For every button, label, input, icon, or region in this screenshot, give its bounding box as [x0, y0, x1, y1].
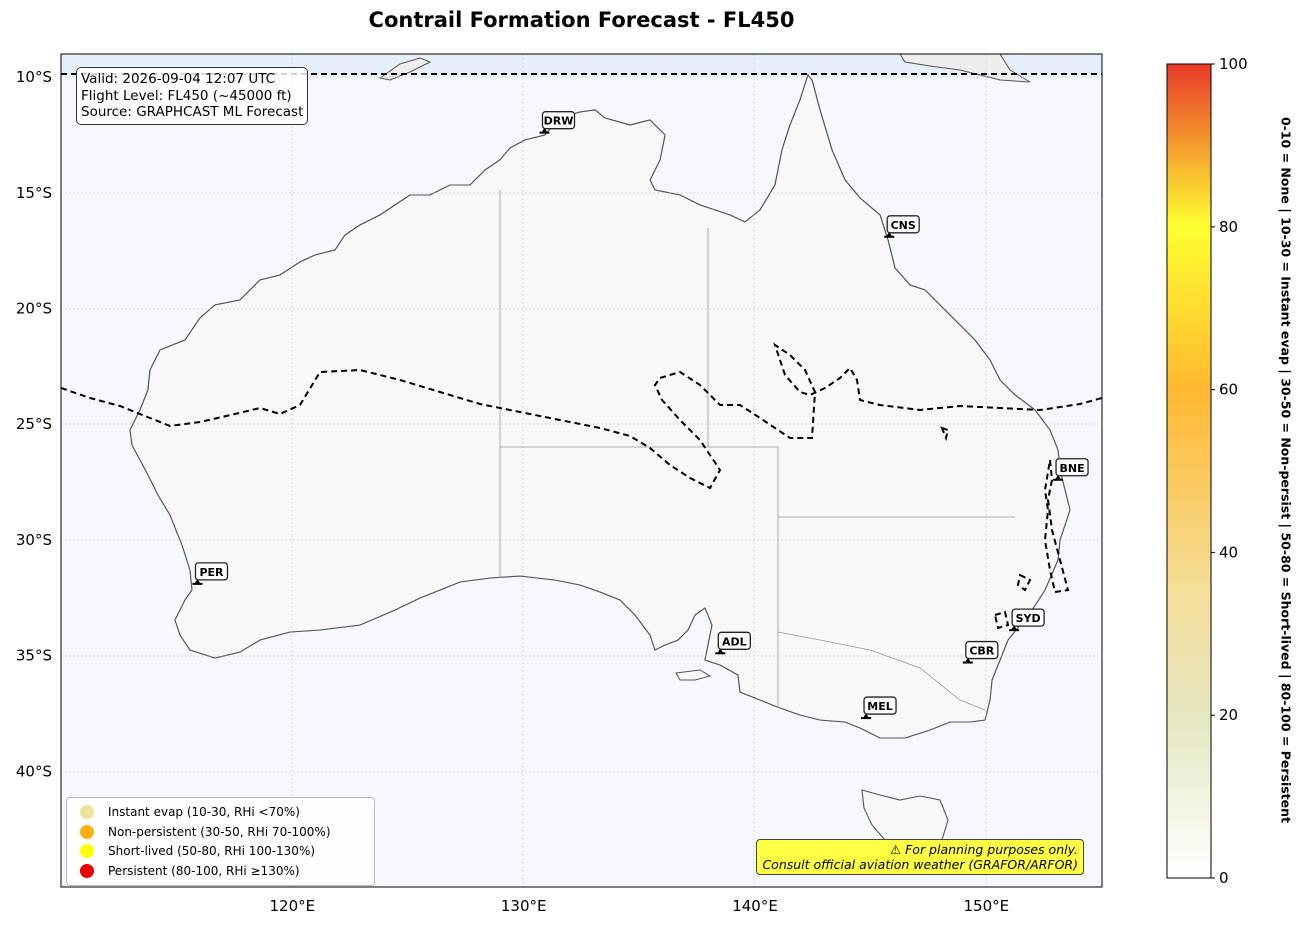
- airport-label-box: [863, 696, 897, 715]
- lat-axis: 10°S 15°S 20°S 25°S 30°S 35°S 40°S: [16, 68, 52, 780]
- lat-tick-label: 30°S: [16, 531, 52, 549]
- legend-item: Short-lived (50-80, RHi 100-130%): [73, 841, 368, 861]
- airport-cns[interactable]: CNS: [884, 215, 920, 238]
- lon-axis: 120°E 130°E 140°E 150°E: [270, 897, 1010, 915]
- lat-tick-label: 10°S: [16, 68, 52, 86]
- airport-label-box: [717, 631, 751, 650]
- airport-label-box: [965, 640, 999, 660]
- legend-label: Instant evap (10-30, RHi <70%): [108, 804, 300, 819]
- colorbar-label-text: 0-10 = None | 10-30 = Instant evap | 30-…: [1278, 116, 1294, 824]
- legend-item: Persistent (80-100, RHi ≥130%): [73, 861, 368, 881]
- info-box: Valid: 2026-09-04 12:07 UTC Flight Level…: [76, 67, 309, 125]
- airport-label-box: [541, 111, 576, 130]
- data-source: Source: GRAPHCAST ML Forecast: [81, 104, 304, 120]
- airport-code: BNE: [1059, 462, 1084, 475]
- lat-tick-label: 15°S: [16, 184, 52, 202]
- kangaroo-island: [675, 669, 712, 681]
- legend-label: Non-persistent (30-50, RHi 70-100%): [108, 824, 331, 839]
- legend-swatch-instant: [80, 804, 94, 819]
- colorbar-tick-label: 20: [1219, 706, 1238, 724]
- lon-tick-label: 140°E: [732, 897, 778, 915]
- legend-swatch-nonpersistent: [80, 824, 94, 839]
- colorbar-ticks: 0 20 40 60 80 100: [1211, 55, 1248, 887]
- airport-bne[interactable]: BNE: [1053, 458, 1089, 481]
- colorbar-label: 0-10 = None | 10-30 = Instant evap | 30-…: [1277, 70, 1295, 870]
- airport-label-box: [194, 562, 229, 581]
- colorbar-tick-label: 80: [1219, 218, 1238, 236]
- airport-mel[interactable]: MEL: [861, 696, 897, 720]
- airport-label-box: [1011, 608, 1045, 627]
- airport-label-box: [1055, 458, 1089, 477]
- colorbar: [1166, 63, 1212, 879]
- legend-label: Persistent (80-100, RHi ≥130%): [108, 863, 300, 878]
- airport-code: PER: [199, 566, 224, 579]
- colorbar-tick-label: 0: [1219, 869, 1229, 887]
- airport-code: ADL: [722, 635, 747, 648]
- valid-time: Valid: 2026-09-04 12:07 UTC: [81, 71, 276, 87]
- airport-label-box: [886, 215, 920, 234]
- state-borders: [499, 190, 1015, 711]
- north-ocean-band: [61, 54, 1102, 74]
- airport-markers: DRW CNS BNE PER ADL SYD CBR MEL: [192, 111, 1089, 720]
- legend-swatch-persistent: [80, 863, 94, 878]
- chart-title: Contrail Formation Forecast - FL450: [368, 8, 795, 32]
- lon-tick-label: 130°E: [501, 897, 547, 915]
- airport-drw[interactable]: DRW: [539, 111, 576, 134]
- lat-tick-label: 25°S: [16, 415, 52, 433]
- lat-tick-label: 40°S: [16, 762, 52, 780]
- legend: Instant evap (10-30, RHi <70%) Non-persi…: [66, 797, 375, 886]
- airport-syd[interactable]: SYD: [1009, 608, 1045, 632]
- lat-tick-label: 20°S: [16, 300, 52, 318]
- legend-swatch-shortlived: [80, 844, 94, 859]
- lon-tick-label: 150°E: [964, 897, 1010, 915]
- airport-cbr[interactable]: CBR: [962, 640, 999, 664]
- legend-item: Instant evap (10-30, RHi <70%): [73, 802, 368, 822]
- airport-per[interactable]: PER: [192, 562, 229, 585]
- lon-tick-label: 120°E: [270, 897, 316, 915]
- colorbar-tick-label: 60: [1219, 381, 1238, 399]
- colorbar-tick-label: 40: [1219, 543, 1238, 561]
- airport-adl[interactable]: ADL: [715, 631, 751, 655]
- legend-item: Non-persistent (30-50, RHi 70-100%): [73, 822, 368, 842]
- map-frame: [60, 53, 1103, 888]
- airport-code: DRW: [544, 115, 574, 128]
- airport-code: MEL: [867, 700, 892, 713]
- disclaimer: ⚠ For planning purposes only. Consult of…: [756, 839, 1084, 875]
- colorbar-tick-label: 100: [1219, 55, 1248, 73]
- airport-code: SYD: [1016, 612, 1041, 625]
- airport-code: CBR: [969, 645, 994, 658]
- lat-tick-label: 35°S: [16, 647, 52, 665]
- disclaimer-line: Consult official aviation weather (GRAFO…: [762, 857, 1078, 872]
- airport-code: CNS: [891, 219, 916, 232]
- disclaimer-line: ⚠ For planning purposes only.: [890, 842, 1078, 857]
- legend-label: Short-lived (50-80, RHi 100-130%): [108, 844, 316, 859]
- flight-level: Flight Level: FL450 (~45000 ft): [81, 87, 292, 104]
- new-guinea-coast: [899, 54, 1031, 83]
